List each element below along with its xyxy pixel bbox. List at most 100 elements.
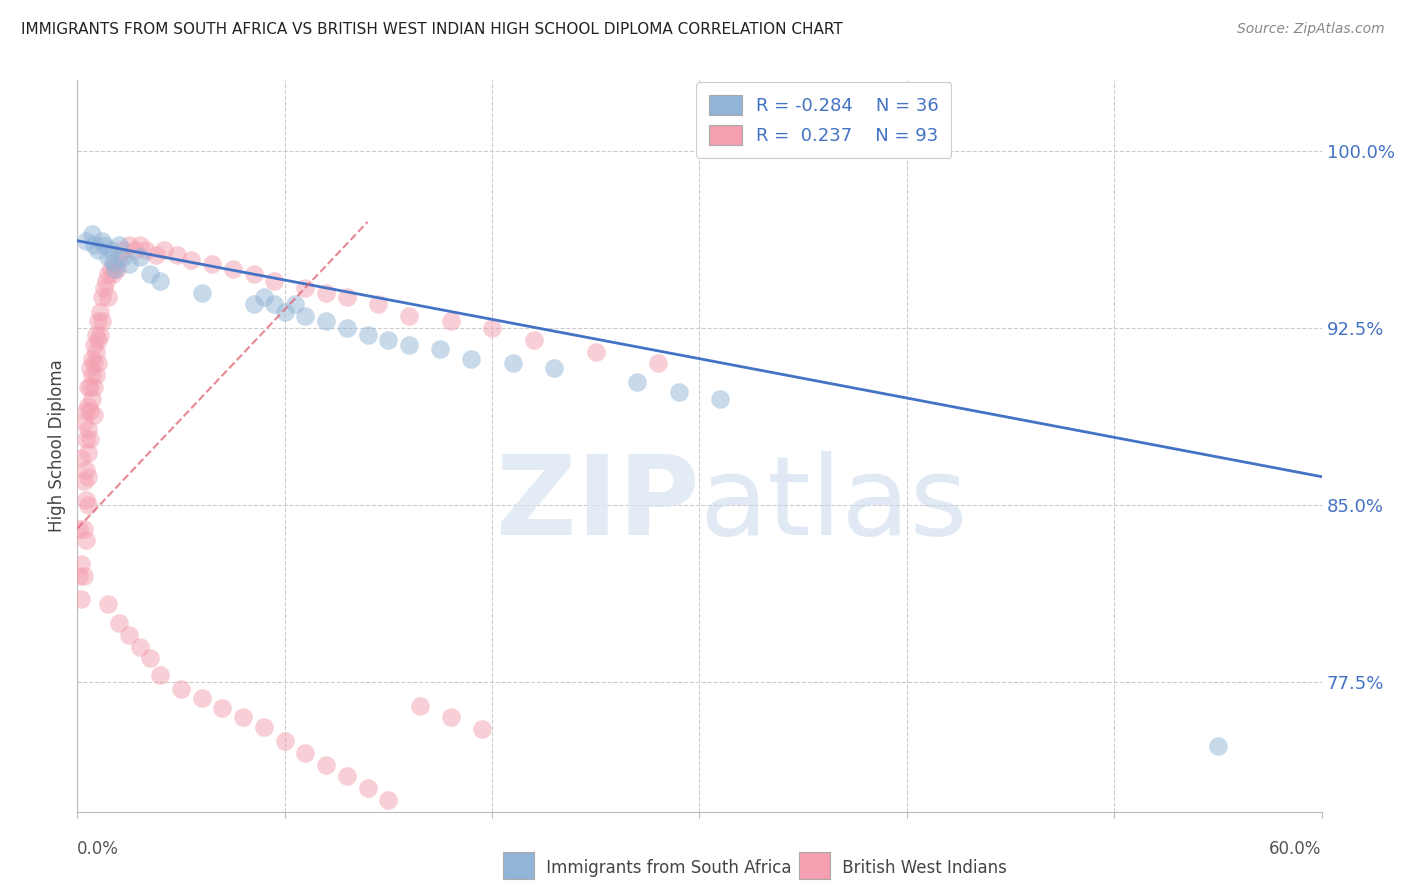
Point [84,328,107,343]
Point [284,297,307,311]
Point [93,281,115,295]
Point [585,344,607,359]
Point [263,274,285,288]
Point [377,793,399,807]
Point [118,257,141,271]
Point [263,297,285,311]
Point [67,522,90,536]
Point [149,668,172,682]
Point [180,252,202,267]
Y-axis label: High School Diploma: High School Diploma [48,359,66,533]
Point [274,304,297,318]
Point [709,392,731,406]
Point [76,422,98,436]
Point [84,344,107,359]
Text: IMMIGRANTS FROM SOUTH AFRICA VS BRITISH WEST INDIAN HIGH SCHOOL DIPLOMA CORRELAT: IMMIGRANTS FROM SOUTH AFRICA VS BRITISH … [21,22,842,37]
Point [398,310,420,324]
Point [128,238,150,252]
Point [96,274,118,288]
Point [471,722,494,736]
Point [111,243,134,257]
Point [274,734,297,748]
Point [84,368,107,383]
Point [79,380,101,394]
Point [232,710,254,724]
Point [377,333,399,347]
Point [191,691,214,706]
Point [72,416,94,430]
Point [128,250,150,264]
Point [75,403,97,417]
Point [398,337,420,351]
Point [201,257,224,271]
Point [336,769,359,783]
Point [253,290,276,304]
Point [67,568,90,582]
Point [79,432,101,446]
Point [153,243,176,257]
Point [91,314,114,328]
Point [502,356,524,370]
Point [408,698,430,713]
Point [222,262,245,277]
Point [83,356,105,370]
Point [100,262,122,277]
Point [97,290,120,304]
Point [139,651,162,665]
Text: British West Indians: British West Indians [837,859,1007,877]
Point [118,628,141,642]
Point [79,403,101,417]
Point [315,757,337,772]
Point [80,351,103,366]
Text: 0.0%: 0.0% [77,840,120,858]
Point [440,314,463,328]
Point [97,267,120,281]
Point [91,290,114,304]
Point [211,701,233,715]
Point [101,255,124,269]
Point [72,475,94,489]
Point [76,469,98,483]
Point [75,432,97,446]
Point [128,640,150,654]
Point [166,248,188,262]
Point [139,267,162,281]
Point [91,234,114,248]
Point [357,781,380,796]
Point [75,462,97,476]
Point [83,238,105,252]
Text: 60.0%: 60.0% [1270,840,1322,858]
Point [100,243,122,257]
Point [105,262,128,277]
Point [294,310,316,324]
Point [135,243,157,257]
Point [104,262,127,277]
Point [97,250,120,264]
Point [149,274,172,288]
Point [481,321,503,335]
Point [543,361,565,376]
Legend: R = -0.284    N = 36, R =  0.237    N = 93: R = -0.284 N = 36, R = 0.237 N = 93 [696,82,952,158]
Point [87,243,110,257]
Point [80,392,103,406]
Point [89,304,111,318]
Point [80,227,103,241]
Point [87,314,110,328]
Point [97,597,120,611]
Point [101,267,124,281]
Point [87,333,110,347]
Point [367,297,389,311]
Point [89,328,111,343]
Point [104,257,127,271]
Point [79,361,101,376]
Point [1206,739,1229,753]
Point [70,557,93,571]
Point [294,746,316,760]
Point [523,333,546,347]
Point [93,238,115,252]
Point [315,285,337,300]
Point [83,337,105,351]
Point [357,328,380,343]
Point [83,409,105,423]
Point [124,243,146,257]
